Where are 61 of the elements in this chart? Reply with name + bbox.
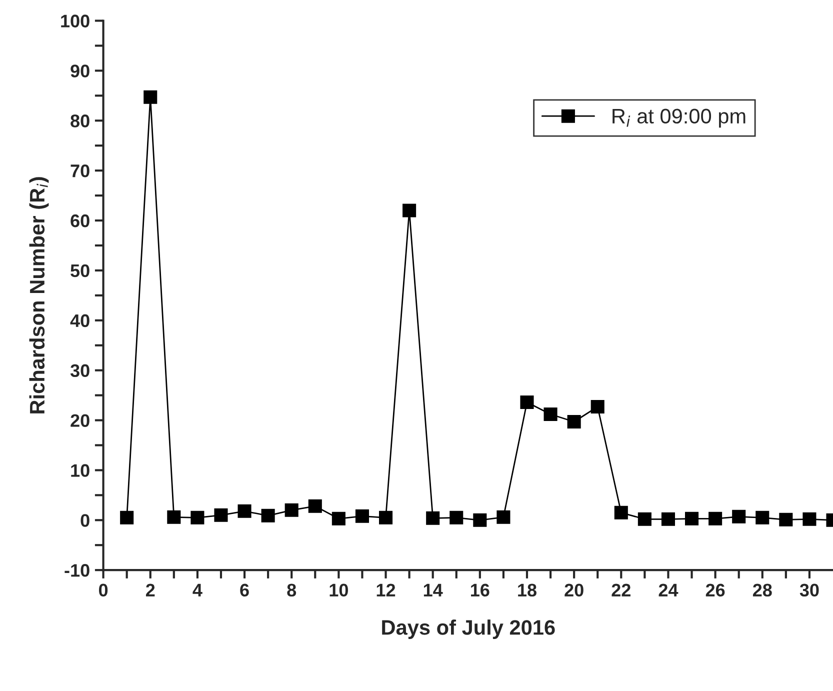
x-tick-label: 8 <box>287 584 296 597</box>
y-tick-label: 100 <box>61 14 90 28</box>
point <box>284 503 298 517</box>
point <box>638 512 652 526</box>
x-tick-label: 22 <box>612 584 630 596</box>
y-tick-label: 10 <box>71 464 90 477</box>
y-tick-label: 20 <box>70 414 90 427</box>
x-tick-label: 16 <box>471 584 490 597</box>
x-tick-label: 26 <box>706 584 725 597</box>
x-axis-title: Days of July 2016 <box>382 620 555 639</box>
point <box>238 504 252 518</box>
point <box>214 508 228 522</box>
point <box>190 510 204 524</box>
x-tick-label: 6 <box>240 584 249 597</box>
point <box>308 499 322 513</box>
point <box>779 512 793 526</box>
x-tick-label: 20 <box>564 584 584 597</box>
x-tick-label: 14 <box>424 584 443 596</box>
y-tick-label: 80 <box>70 114 90 128</box>
point <box>567 414 581 429</box>
x-tick-label: 12 <box>376 584 396 596</box>
point <box>261 508 275 522</box>
x-tick-label: 4 <box>192 584 202 596</box>
point <box>544 407 558 422</box>
point <box>708 512 722 526</box>
point <box>802 512 816 526</box>
x-tick-label: 28 <box>752 584 772 597</box>
y-tick-label: 90 <box>70 64 90 78</box>
point <box>732 510 746 524</box>
point <box>355 509 369 523</box>
point <box>167 510 181 524</box>
point <box>144 90 158 104</box>
y-tick-label: 50 <box>70 264 90 278</box>
y-tick-label: 70 <box>70 164 90 178</box>
point <box>120 510 134 524</box>
point <box>450 510 464 524</box>
point <box>402 204 416 218</box>
x-tick-label: 0 <box>98 584 108 597</box>
y-axis-title: Richardson Number (R$_{i}$) <box>29 177 49 414</box>
point <box>332 512 346 526</box>
x-tick-label: 30 <box>800 584 819 597</box>
x-tick-label: 2 <box>146 584 155 596</box>
y-tick-label: 30 <box>70 364 90 378</box>
point <box>590 400 604 414</box>
y-tick-label: 0 <box>80 514 90 527</box>
point <box>378 510 393 524</box>
x-tick-label: 18 <box>518 584 536 597</box>
legend-label: R$_{i}$ at 09:00 pm <box>612 108 746 128</box>
y-tick-label: -10 <box>64 564 90 577</box>
x-tick-label: 10 <box>330 584 348 597</box>
point <box>496 510 510 524</box>
point <box>661 512 675 526</box>
x-tick-label: 24 <box>658 584 678 596</box>
y-tick-label: 40 <box>70 314 90 328</box>
point <box>684 512 699 526</box>
point <box>756 510 770 524</box>
point <box>520 396 534 410</box>
point <box>426 511 440 525</box>
point <box>614 506 628 520</box>
y-tick-label: 60 <box>70 214 90 228</box>
point <box>473 513 487 527</box>
